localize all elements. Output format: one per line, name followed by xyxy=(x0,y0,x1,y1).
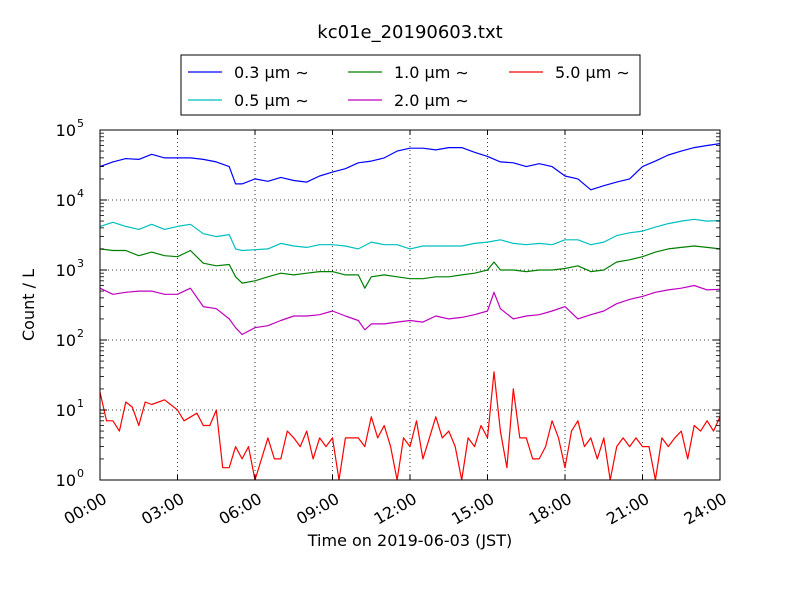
chart-title: kc01e_20190603.txt xyxy=(317,22,502,43)
y-tick-exponent: 5 xyxy=(77,117,84,130)
series-line-4 xyxy=(99,371,721,481)
y-tick-label: 10 xyxy=(56,261,76,280)
y-tick-label: 10 xyxy=(56,471,76,490)
series-line-1 xyxy=(99,218,721,252)
y-tick-label: 10 xyxy=(56,331,76,350)
y-tick-exponent: 0 xyxy=(77,467,84,480)
legend-box xyxy=(180,54,641,116)
y-tick-exponent: 3 xyxy=(77,257,84,270)
y-tick-exponent: 1 xyxy=(77,397,84,410)
y-tick-exponent: 4 xyxy=(77,187,84,200)
series-line-3 xyxy=(99,284,721,336)
legend-label: 5.0 μm ∼ xyxy=(555,63,630,82)
y-tick-exponent: 2 xyxy=(77,327,84,340)
legend-label: 0.5 μm ∼ xyxy=(234,91,309,110)
legend-label: 2.0 μm ∼ xyxy=(394,91,469,110)
series-layer xyxy=(99,143,721,481)
y-tick-label: 10 xyxy=(56,121,76,140)
series-line-0 xyxy=(99,143,721,191)
legend: 0.3 μm ∼ 0.5 μm ∼ 1.0 μm ∼ 2.0 μm ∼ 5.0 μm ∼ xyxy=(180,54,641,116)
x-axis-label: Time on 2019-06-03 (JST) xyxy=(307,531,512,550)
legend-label: 0.3 μm ∼ xyxy=(234,63,309,82)
y-tick-label: 10 xyxy=(56,401,76,420)
legend-label: 1.0 μm ∼ xyxy=(394,63,469,82)
y-tick-label: 10 xyxy=(56,191,76,210)
grid xyxy=(100,130,720,480)
series-line-2 xyxy=(99,245,721,289)
y-axis-label: Count / L xyxy=(19,269,38,341)
